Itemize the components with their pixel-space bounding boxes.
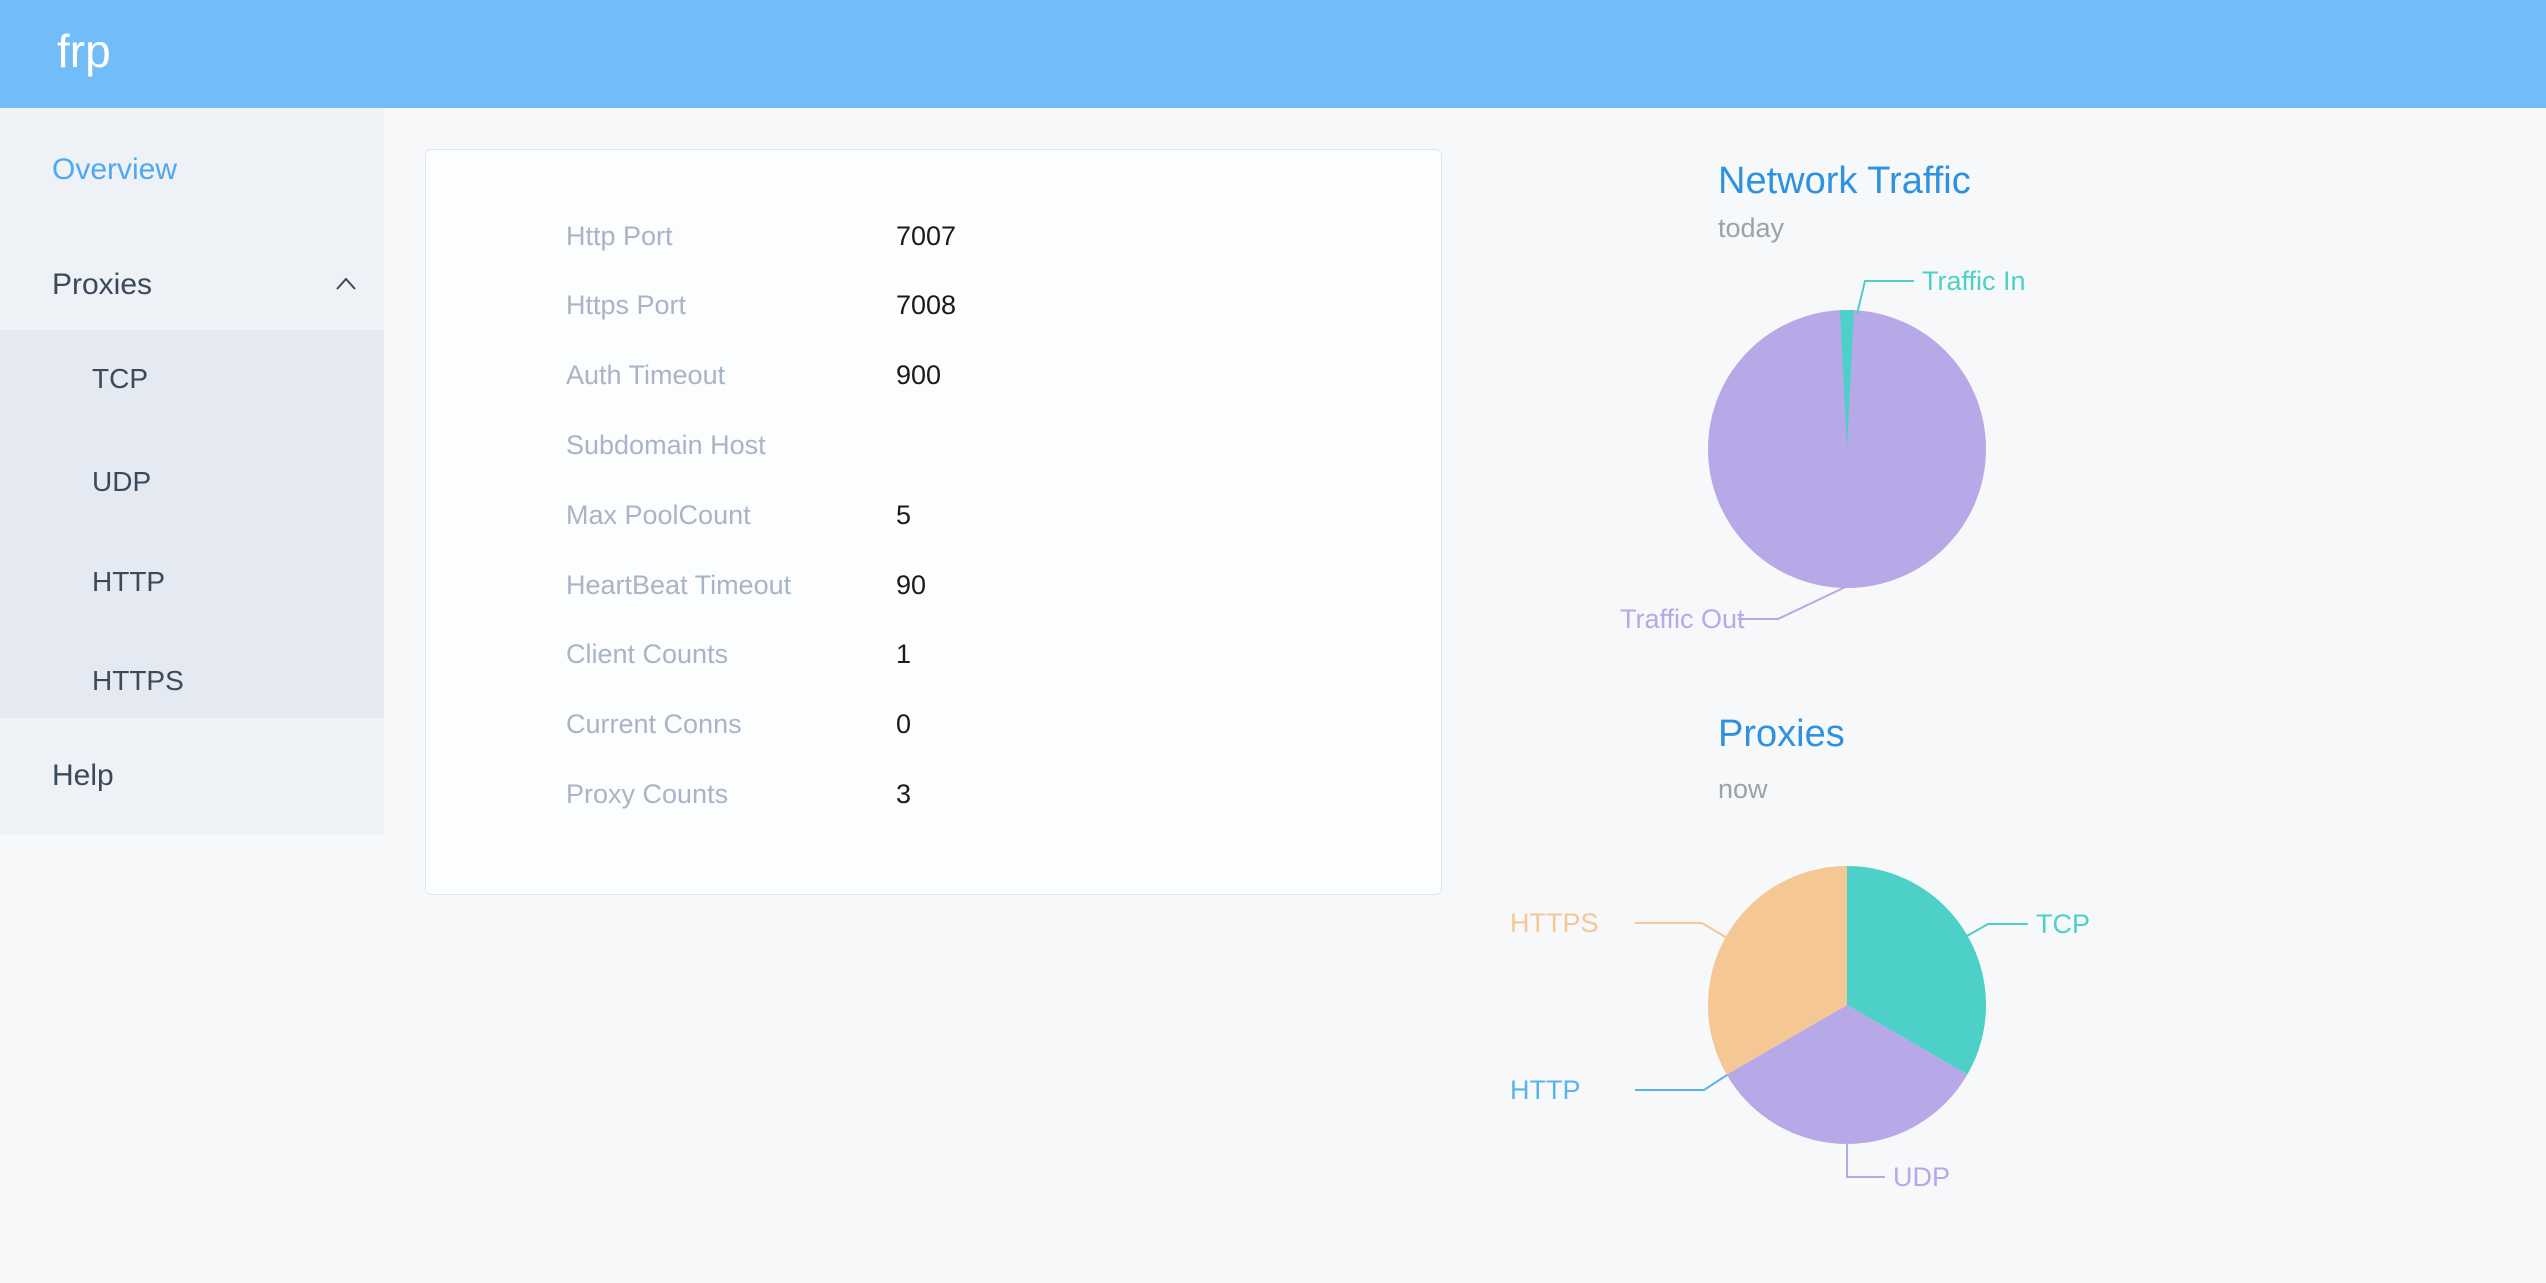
svg-text:Traffic In: Traffic In — [1922, 270, 2026, 296]
svg-text:Traffic Out: Traffic Out — [1620, 604, 1745, 634]
svg-text:HTTP: HTTP — [1510, 1075, 1581, 1105]
svg-text:UDP: UDP — [1893, 1162, 1950, 1192]
svg-text:TCP: TCP — [2036, 909, 2090, 939]
svg-text:HTTPS: HTTPS — [1510, 908, 1599, 938]
